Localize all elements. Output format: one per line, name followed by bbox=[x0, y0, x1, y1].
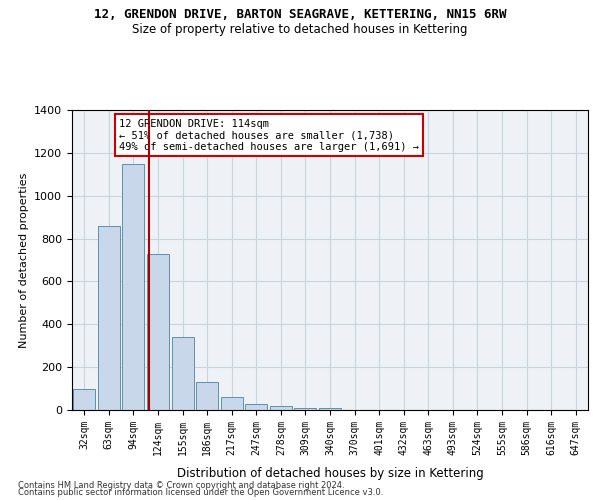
Text: Contains public sector information licensed under the Open Government Licence v3: Contains public sector information licen… bbox=[18, 488, 383, 497]
Bar bbox=[245, 404, 268, 410]
Bar bbox=[221, 397, 243, 410]
Bar bbox=[147, 254, 169, 410]
Bar bbox=[196, 382, 218, 410]
Text: Contains HM Land Registry data © Crown copyright and database right 2024.: Contains HM Land Registry data © Crown c… bbox=[18, 480, 344, 490]
Bar bbox=[122, 164, 145, 410]
Text: Size of property relative to detached houses in Kettering: Size of property relative to detached ho… bbox=[132, 22, 468, 36]
Bar bbox=[172, 337, 194, 410]
Bar bbox=[73, 388, 95, 410]
Bar bbox=[319, 408, 341, 410]
Y-axis label: Number of detached properties: Number of detached properties bbox=[19, 172, 29, 348]
Text: 12 GRENDON DRIVE: 114sqm
← 51% of detached houses are smaller (1,738)
49% of sem: 12 GRENDON DRIVE: 114sqm ← 51% of detach… bbox=[119, 118, 419, 152]
Text: Distribution of detached houses by size in Kettering: Distribution of detached houses by size … bbox=[176, 467, 484, 480]
Bar bbox=[270, 406, 292, 410]
Bar bbox=[295, 408, 316, 410]
Bar bbox=[98, 226, 120, 410]
Text: 12, GRENDON DRIVE, BARTON SEAGRAVE, KETTERING, NN15 6RW: 12, GRENDON DRIVE, BARTON SEAGRAVE, KETT… bbox=[94, 8, 506, 20]
